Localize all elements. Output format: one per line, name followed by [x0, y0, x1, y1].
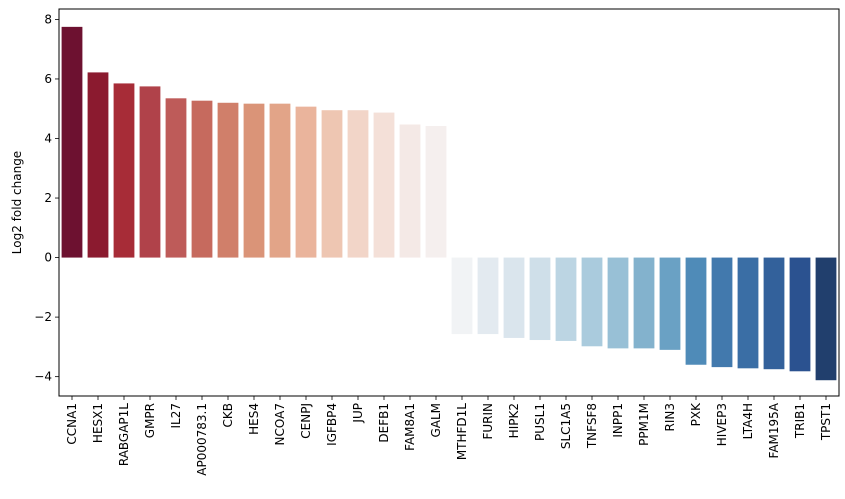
plot-frame — [58, 8, 840, 397]
x-tick-label: NCOA7 — [273, 403, 287, 445]
y-tick-label: 6 — [44, 72, 52, 86]
x-tick-label: INPP1 — [611, 403, 625, 438]
bar-rin3 — [659, 257, 681, 350]
bar-gmpr — [139, 86, 161, 258]
x-tick-label: TRIB1 — [793, 403, 807, 439]
x-tick-label: AP000783.1 — [195, 403, 209, 476]
bar-tnfsf8 — [581, 257, 603, 347]
y-tick-label: 8 — [44, 12, 52, 26]
y-ticks-group: −4 −2 0 2 4 6 8 — [34, 12, 59, 384]
bar-ncoa7 — [269, 103, 291, 258]
bar-rabgap1l — [113, 83, 135, 258]
bar-hesx1 — [87, 72, 109, 258]
bar-fam8a1 — [399, 124, 421, 258]
bar-fam195a — [763, 257, 785, 370]
x-tick-label: DEFB1 — [377, 403, 391, 443]
bar-slc1a5 — [555, 257, 577, 341]
bar-jup — [347, 110, 369, 258]
bar-galm — [425, 125, 447, 258]
x-tick-label: RIN3 — [663, 403, 677, 432]
y-tick-label: −4 — [34, 370, 52, 384]
x-tick-label: HES4 — [247, 403, 261, 435]
bar-il27 — [165, 98, 187, 258]
y-tick-label: −2 — [34, 310, 52, 324]
x-tick-label: IL27 — [169, 403, 183, 429]
x-tick-label: PXK — [689, 402, 703, 426]
x-tick-label: HESX1 — [91, 403, 105, 443]
x-tick-label: SLC1A5 — [559, 403, 573, 449]
x-tick-label: PPM1M — [637, 403, 651, 446]
bar-cenpj — [295, 106, 317, 258]
x-tick-label: TPST1 — [819, 403, 833, 441]
x-tick-label: FURIN — [481, 403, 495, 440]
x-ticks-group: CCNA1 HESX1 RABGAP1L GMPR IL27 AP000783.1 CKB H… — [65, 396, 833, 476]
bar-hivep3 — [711, 257, 733, 368]
bar-ckb — [217, 102, 239, 258]
bar-hes4 — [243, 103, 265, 258]
bar-ap000783-1 — [191, 100, 213, 258]
x-tick-label: CCNA1 — [65, 403, 79, 445]
y-tick-label: 4 — [44, 131, 52, 145]
x-tick-label: HIVEP3 — [715, 403, 729, 446]
x-tick-label: IGFBP4 — [325, 403, 339, 446]
y-axis-label: Log2 fold change — [10, 151, 24, 254]
x-tick-label: FAM8A1 — [403, 403, 417, 451]
x-tick-label: MTHFD1L — [455, 403, 469, 460]
bar-hipk2 — [503, 257, 525, 338]
x-tick-label: JUP — [351, 403, 365, 424]
bars-group — [61, 26, 837, 381]
bar-trib1 — [789, 257, 811, 372]
x-tick-label: PUSL1 — [533, 403, 547, 441]
x-tick-label: CKB — [221, 403, 235, 427]
bar-pxk — [685, 257, 707, 365]
x-tick-label: LTA4H — [741, 403, 755, 439]
bar-lta4h — [737, 257, 759, 369]
bar-inpp1 — [607, 257, 629, 349]
y-tick-label: 0 — [44, 251, 52, 265]
x-tick-label: HIPK2 — [507, 403, 521, 438]
bar-pusl1 — [529, 257, 551, 341]
x-tick-label: FAM195A — [767, 402, 781, 458]
bar-mthfd1l — [451, 257, 473, 335]
x-tick-label: CENPJ — [299, 403, 313, 439]
bar-igfbp4 — [321, 110, 343, 258]
x-tick-label: TNFSF8 — [585, 403, 599, 449]
bar-furin — [477, 257, 499, 335]
bar-defb1 — [373, 112, 395, 258]
bar-ccna1 — [61, 26, 83, 258]
x-tick-label: GMPR — [143, 403, 157, 438]
bar-ppm1m — [633, 257, 655, 349]
y-tick-label: 2 — [44, 191, 52, 205]
x-tick-label: GALM — [429, 403, 443, 438]
bar-tpst1 — [815, 257, 837, 381]
x-tick-label: RABGAP1L — [117, 403, 131, 466]
